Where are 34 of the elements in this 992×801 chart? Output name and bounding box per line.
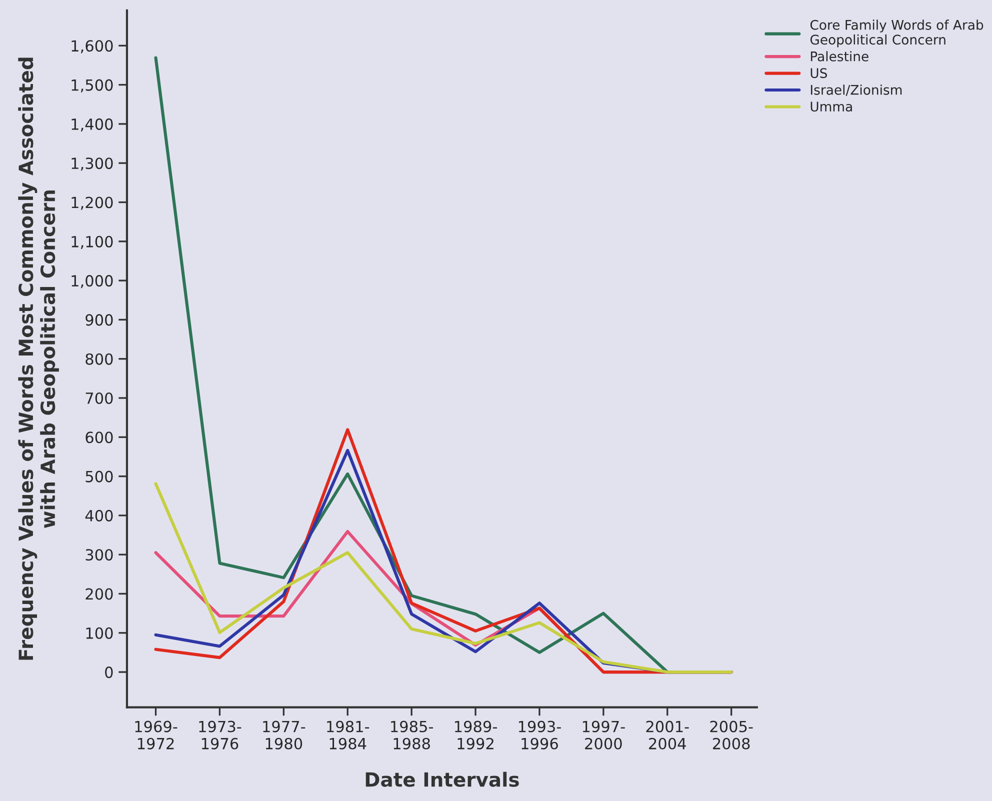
y-tick-label: 800 <box>86 353 113 365</box>
legend-label: Palestine <box>810 51 868 62</box>
x-tick-label: 1969- 1972 <box>135 720 178 750</box>
y-tick-label: 1,400 <box>72 118 113 132</box>
y-tick-label: 1,300 <box>72 158 113 171</box>
x-tick-label: 1989- 1992 <box>454 720 497 750</box>
y-tick-label: 1,100 <box>72 236 113 249</box>
y-tick-label: 1,000 <box>72 275 113 288</box>
y-tick-label: 500 <box>86 470 113 482</box>
legend-label: US <box>810 68 827 78</box>
y-tick-label: 1,200 <box>72 196 113 210</box>
legend-label: Israel/Zionism <box>810 84 902 96</box>
y-tick-label: 300 <box>86 549 113 561</box>
x-tick-label: 1985- 1988 <box>391 720 434 750</box>
x-tick-label: 2005- 2008 <box>710 720 753 750</box>
y-tick-label: 700 <box>86 392 113 404</box>
x-tick-label: 1977- 1980 <box>263 720 306 750</box>
y-tick-label: 400 <box>85 510 113 522</box>
y-tick-label: 0 <box>105 666 113 678</box>
x-tick-label: 2001- 2004 <box>646 720 689 750</box>
x-axis-title: Date Intervals <box>366 772 519 787</box>
y-tick-label: 600 <box>86 432 113 444</box>
y-tick-label: 200 <box>86 588 113 600</box>
y-tick-label: 1,600 <box>72 40 113 54</box>
legend-label: Core Family Words of Arab Geopolitical Concern <box>810 20 984 48</box>
x-tick-label: 1981- 1984 <box>327 720 370 750</box>
y-axis-title: Frequency Values of Words Most Commonly Associated with Arab Geopolitical Concern <box>18 58 59 660</box>
x-tick-label: 1993- 1996 <box>518 720 561 750</box>
x-tick-label: 1997- 2000 <box>582 720 625 750</box>
y-tick-label: 1,500 <box>72 79 113 92</box>
legend-label: Umma <box>810 102 852 112</box>
x-tick-label: 1973- 1976 <box>199 720 242 750</box>
y-tick-label: 900 <box>86 314 113 326</box>
y-tick-label: 100 <box>86 627 113 639</box>
